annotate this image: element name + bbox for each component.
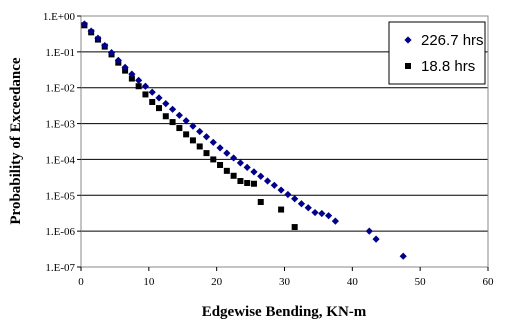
legend-marker-diamond — [404, 36, 412, 44]
data-point — [155, 94, 163, 102]
data-point — [168, 105, 177, 113]
data-point — [318, 209, 326, 218]
x-axis: 0 10 20 30 40 50 60 — [78, 267, 494, 288]
data-point — [237, 178, 244, 185]
data-point — [278, 206, 285, 213]
data-point — [121, 63, 129, 71]
series-diamond — [80, 20, 407, 260]
data-point — [324, 212, 333, 220]
data-point — [223, 167, 230, 174]
y-tick-label: 1.E-01 — [45, 47, 75, 59]
data-point — [87, 27, 95, 35]
y-tick-label: 1.E-03 — [45, 119, 75, 131]
data-point — [263, 177, 272, 185]
data-point — [142, 91, 149, 98]
data-point — [217, 161, 224, 168]
data-point — [189, 137, 196, 144]
data-point — [210, 156, 217, 163]
y-axis: 1.E+00 1.E-01 1.E-02 1.E-03 1.E-04 1.E-05 1.E-… — [43, 11, 81, 274]
data-series — [80, 20, 407, 260]
data-point — [230, 154, 238, 162]
y-tick-label: 1.E-07 — [45, 262, 75, 274]
data-point — [372, 235, 380, 243]
y-axis-title: Probability of Exceedance — [8, 57, 24, 225]
data-point — [284, 190, 292, 199]
data-point — [291, 195, 299, 203]
y-tick-label: 1.E-04 — [45, 154, 75, 166]
legend-box — [388, 21, 486, 85]
data-point — [399, 252, 407, 260]
legend-label: 18.8 hrs — [421, 58, 475, 75]
data-point — [189, 122, 197, 130]
data-point — [297, 200, 306, 208]
data-point — [128, 70, 136, 78]
data-point — [148, 88, 156, 96]
data-point — [94, 34, 102, 42]
data-point — [216, 144, 224, 152]
data-point — [331, 217, 339, 225]
data-point — [135, 76, 143, 84]
data-point — [183, 131, 190, 138]
data-point — [101, 41, 109, 50]
data-point — [162, 100, 170, 108]
data-point — [156, 105, 163, 112]
data-point — [209, 138, 217, 146]
x-tick-label: 10 — [143, 276, 155, 288]
y-tick-label: 1.E+00 — [43, 11, 76, 23]
data-point — [250, 168, 258, 176]
data-point — [169, 119, 176, 126]
y-tick-label: 1.E-06 — [45, 226, 75, 238]
x-tick-label: 0 — [78, 276, 84, 288]
data-point — [230, 172, 237, 179]
legend: 226.7 hrs 18.8 hrs — [388, 21, 486, 85]
data-point — [107, 49, 116, 57]
x-axis-title: Edgewise Bending, KN-m — [202, 304, 367, 320]
data-point — [311, 208, 319, 217]
data-point — [250, 180, 257, 187]
data-point — [202, 133, 211, 141]
x-tick-label: 30 — [279, 276, 291, 288]
data-point — [203, 150, 210, 157]
data-point — [277, 186, 285, 194]
data-point — [257, 198, 264, 205]
data-point — [236, 159, 245, 167]
legend-marker-square — [405, 63, 411, 69]
data-point — [114, 56, 122, 64]
data-point — [304, 204, 312, 212]
data-point — [291, 224, 298, 231]
data-point — [365, 227, 373, 235]
data-point — [149, 98, 156, 105]
data-point — [141, 82, 150, 90]
data-point — [223, 149, 231, 157]
data-point — [270, 181, 278, 189]
data-point — [244, 180, 251, 187]
data-point — [128, 75, 135, 82]
data-point — [80, 20, 88, 28]
data-point — [196, 127, 204, 136]
x-tick-label: 60 — [483, 276, 495, 288]
data-point — [257, 172, 265, 180]
data-point — [176, 125, 183, 132]
x-tick-label: 20 — [211, 276, 223, 288]
legend-label: 226.7 hrs — [421, 32, 484, 49]
y-tick-label: 1.E-05 — [45, 190, 75, 202]
data-point — [243, 163, 251, 171]
data-point — [162, 113, 169, 120]
x-tick-label: 40 — [347, 276, 359, 288]
data-point — [196, 143, 203, 150]
data-point — [182, 117, 190, 125]
data-point — [175, 111, 183, 119]
data-point — [135, 83, 142, 90]
y-tick-label: 1.E-02 — [45, 83, 75, 95]
x-tick-label: 50 — [415, 276, 427, 288]
